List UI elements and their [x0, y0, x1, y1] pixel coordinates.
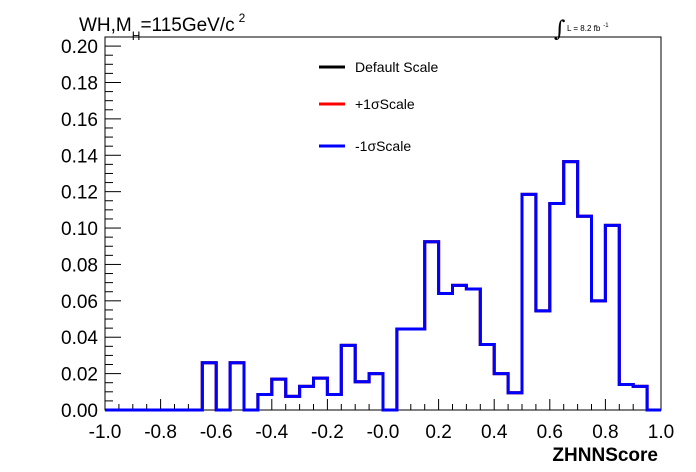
y-tick-label: 0.08	[61, 255, 98, 276]
y-tick-label: 0.00	[61, 401, 98, 422]
y-tick-label: 0.02	[61, 365, 98, 386]
lumi-label: L = 8.2 fb -1	[567, 23, 609, 33]
y-tick-label: 0.18	[61, 73, 98, 94]
x-tick-label: 0.6	[537, 422, 563, 443]
legend-label: Default Scale	[355, 59, 438, 75]
series-layer	[105, 160, 661, 412]
axes: -1.0 -0.8 -0.6 -0.4 -0.2 -0.0 0.2 0.4 0.6 0.8 1.0 0…	[61, 37, 674, 443]
plot-frame	[104, 36, 662, 411]
y-tick-label: 0.10	[61, 219, 98, 240]
series-line-2	[105, 160, 661, 412]
lumi-text: L = 8.2 fb	[567, 24, 601, 33]
x-tick-label: 0.2	[425, 422, 451, 443]
x-tick-label: -0.0	[367, 422, 400, 443]
y-tick-label: 0.14	[61, 146, 98, 167]
x-tick-label: -0.6	[200, 422, 233, 443]
y-tick-label: 0.06	[61, 292, 98, 313]
x-axis-title: ZHNNScore	[552, 445, 658, 466]
y-tick-label: 0.04	[61, 328, 98, 349]
x-tick-label: -0.2	[311, 422, 344, 443]
legend-label: -1σScale	[355, 138, 411, 154]
title-superscript: 2	[239, 11, 246, 25]
title-prefix: WH,M	[79, 15, 132, 36]
x-tick-label: 0.8	[592, 422, 618, 443]
title-subscript: H	[132, 29, 141, 43]
x-tick-label: -1.0	[89, 422, 122, 443]
x-tick-label: -0.4	[255, 422, 288, 443]
lumi-integral-icon: ∫	[554, 17, 566, 42]
y-tick-label: 0.16	[61, 110, 98, 131]
legend-label: +1σScale	[355, 96, 415, 112]
legend: Default Scale +1σScale -1σScale	[319, 59, 438, 154]
lumi-superscript: -1	[603, 23, 609, 29]
x-tick-label: 1.0	[648, 422, 674, 443]
title-main: =115GeV/c	[140, 15, 234, 36]
y-tick-label: 0.12	[61, 183, 98, 204]
x-tick-label: 0.4	[481, 422, 508, 443]
x-tick-label: -0.8	[144, 422, 177, 443]
chart-title: WH,MH=115GeV/c 2	[79, 11, 246, 43]
y-tick-label: 0.20	[61, 37, 98, 58]
